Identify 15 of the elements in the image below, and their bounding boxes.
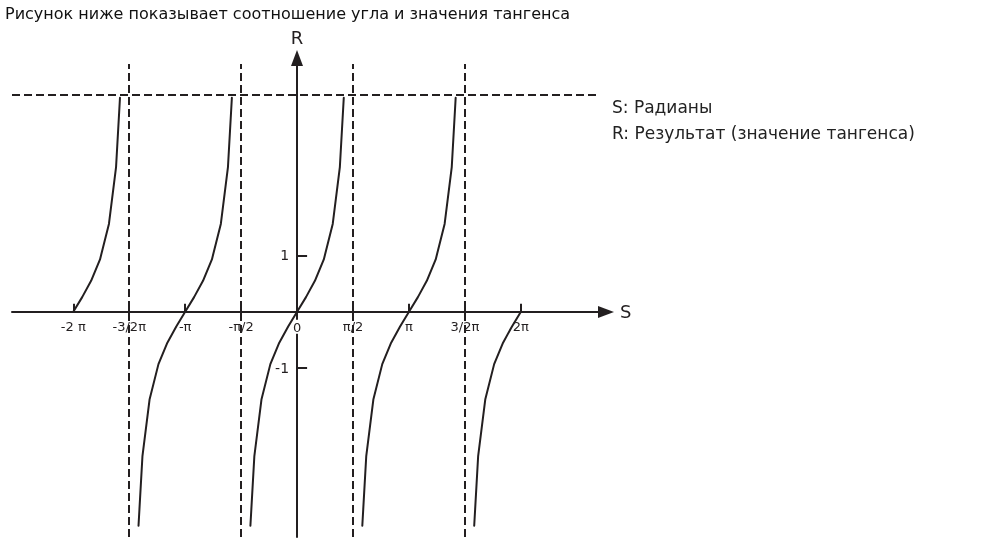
text: S: Радианы [612, 96, 713, 117]
x-tick-label: 3/2π [450, 318, 480, 334]
x-tick-label: -π [178, 318, 192, 334]
x-tick-label: 2π [512, 318, 530, 334]
chart-title: Рисунок ниже показывает соотношение угла и значения тангенса [5, 3, 571, 23]
x-tick-label: 0 [292, 319, 302, 335]
text: R: Результат (значение тангенса) [612, 122, 915, 143]
y-tick-label: -1 [275, 360, 290, 377]
x-tick-label: -2 π [60, 318, 86, 334]
x-tick-label: π [405, 318, 414, 334]
x-tick-label: -π/2 [228, 318, 254, 334]
y-tick-label: 1 [280, 247, 290, 264]
x-axis-title: S [620, 301, 632, 323]
x-tick-label: -3/2π [112, 318, 147, 334]
y-axis-title: R [290, 26, 304, 48]
